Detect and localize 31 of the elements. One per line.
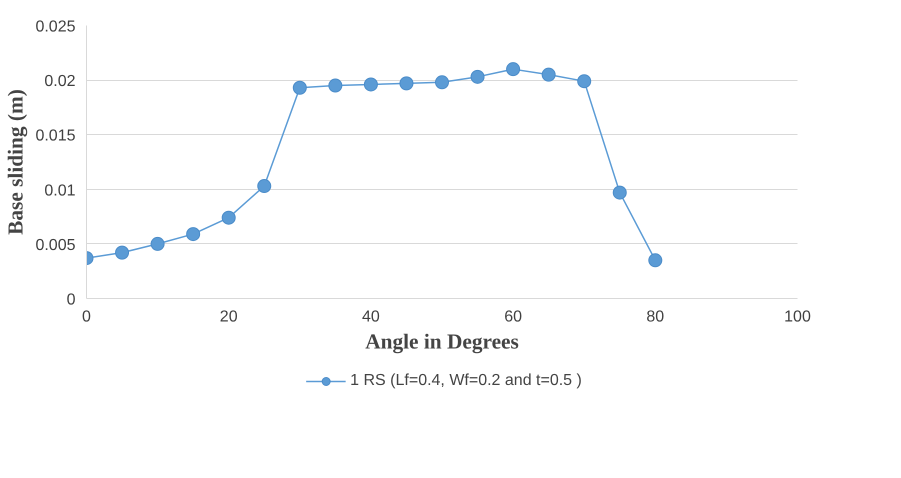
point	[328, 78, 342, 93]
point	[186, 227, 200, 242]
point	[470, 70, 485, 84]
point	[399, 76, 414, 90]
point	[364, 77, 378, 92]
x-tick-label: 80	[646, 308, 664, 326]
point	[222, 210, 236, 225]
legend-label: 1 RS (Lf=0.4, Wf=0.2 and t=0.5 )	[350, 372, 582, 390]
x-tick-label: 0	[82, 308, 92, 326]
x-tick-label: 20	[220, 308, 238, 326]
point	[115, 246, 130, 260]
point	[257, 179, 272, 194]
point	[648, 253, 662, 268]
x-tick-label: 60	[504, 308, 522, 326]
y-axis-title: Base sliding (m)	[3, 89, 28, 235]
y-tick-label: 0.015	[35, 128, 76, 145]
point	[506, 62, 520, 76]
y-tick-label: 0.01	[44, 182, 76, 200]
point	[150, 236, 165, 251]
point	[577, 74, 592, 88]
point	[612, 186, 627, 200]
y-tick-label: 0	[66, 292, 76, 308]
point	[292, 80, 307, 95]
y-tick-label: 0.02	[44, 73, 76, 90]
x-axis-title: Angle in Degrees	[365, 330, 519, 354]
x-tick-label: 100	[784, 308, 811, 326]
point	[542, 68, 556, 82]
point	[435, 75, 449, 90]
y-tick-label: 0.025	[35, 18, 76, 36]
y-tick-label: 0.005	[35, 236, 76, 254]
x-tick-label: 40	[362, 308, 380, 326]
